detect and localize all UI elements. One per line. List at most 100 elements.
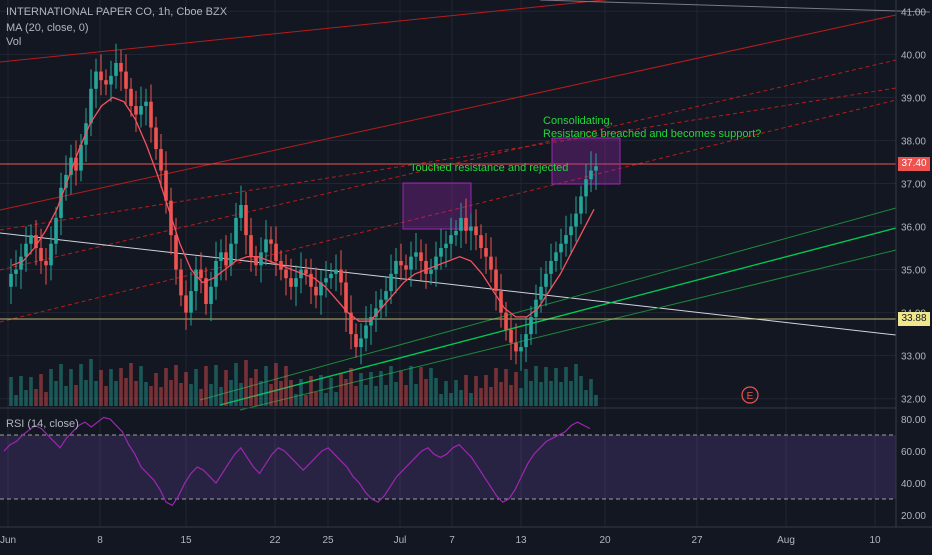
- candle-body: [394, 260, 398, 274]
- volume-bar: [234, 363, 238, 406]
- time-tick-label: 15: [180, 535, 192, 546]
- candle-body: [24, 243, 28, 257]
- candle-body: [189, 291, 193, 313]
- volume-bar: [574, 364, 578, 406]
- candle-body: [59, 187, 63, 218]
- volume-bar: [399, 371, 403, 406]
- volume-bar: [494, 368, 498, 406]
- candle-body: [224, 252, 228, 266]
- volume-bar: [559, 382, 563, 406]
- candle-body: [409, 256, 413, 270]
- candle-body: [509, 329, 513, 343]
- volume-bar: [34, 389, 38, 406]
- volume-bar: [579, 376, 583, 406]
- volume-bar: [384, 385, 388, 406]
- volume-bar: [464, 375, 468, 406]
- volume-bar: [194, 369, 198, 406]
- earnings-marker-label: E: [747, 391, 754, 402]
- volume-bar: [154, 373, 158, 406]
- candle-body: [504, 312, 508, 330]
- symbol-legend[interactable]: INTERNATIONAL PAPER CO, 1h, Cboe BZX: [6, 6, 228, 18]
- rsi-line: [3, 416, 591, 507]
- volume-bar: [64, 386, 68, 406]
- volume-bar: [374, 386, 378, 406]
- support-price-tag: 33.88: [898, 312, 930, 326]
- volume-bar: [224, 370, 228, 406]
- time-tick-label: 10: [869, 535, 881, 546]
- candle-body: [439, 248, 443, 257]
- candle-body: [14, 269, 18, 274]
- candle-body: [164, 170, 168, 201]
- volume-bar: [454, 380, 458, 406]
- trend-line: [0, 59, 897, 271]
- candle-body: [74, 157, 78, 171]
- candle-body: [424, 260, 428, 274]
- volume-bar: [334, 392, 338, 406]
- trend-line: [0, 14, 897, 211]
- volume-bar: [309, 376, 313, 406]
- candle-body: [374, 308, 378, 317]
- volume-bar: [314, 392, 318, 406]
- volume-bar: [69, 369, 73, 406]
- volume-bar: [199, 389, 203, 406]
- volume-bar: [389, 366, 393, 406]
- candle-body: [524, 334, 528, 348]
- price-tick-label: 35.00: [901, 266, 926, 277]
- candle-body: [129, 88, 133, 106]
- time-tick-label: 25: [322, 535, 334, 546]
- volume-bar: [519, 388, 523, 406]
- volume-bar: [239, 383, 243, 406]
- candle-body: [184, 295, 188, 313]
- candle-body: [134, 106, 138, 115]
- candle-body: [329, 273, 333, 279]
- volume-bar: [344, 379, 348, 406]
- earnings-marker[interactable]: E: [741, 386, 759, 404]
- price-tick-label: 39.00: [901, 93, 926, 104]
- volume-bar: [219, 387, 223, 406]
- volume-bar: [319, 375, 323, 406]
- volume-bar: [74, 385, 78, 406]
- candle-body: [474, 226, 478, 236]
- volume-bar: [504, 369, 508, 406]
- volume-bar: [269, 384, 273, 406]
- volume-bar: [554, 368, 558, 406]
- candle-body: [159, 149, 163, 171]
- candle-body: [254, 256, 258, 266]
- candle-body: [219, 252, 223, 261]
- candle-body: [384, 291, 388, 300]
- candle-body: [319, 282, 323, 296]
- trend-line: [239, 249, 897, 411]
- volume-bar: [189, 384, 193, 406]
- candle-body: [349, 312, 353, 335]
- volume-bar: [589, 379, 593, 406]
- candle-body: [459, 217, 463, 231]
- volume-bar: [89, 359, 93, 406]
- volume-bar: [79, 364, 83, 406]
- candle-body: [339, 269, 343, 283]
- candle-body: [479, 235, 483, 249]
- candle-body: [489, 256, 493, 270]
- candle-body: [534, 299, 538, 317]
- volume-bar: [459, 390, 463, 406]
- time-tick-label: 8: [97, 535, 103, 546]
- candle-body: [109, 75, 113, 85]
- volume-bar: [499, 382, 503, 406]
- rsi-legend[interactable]: RSI (14, close): [6, 418, 79, 430]
- candle-body: [494, 269, 498, 292]
- volume-legend[interactable]: Vol: [6, 36, 22, 48]
- rsi-tick-label: 40.00: [901, 479, 926, 490]
- ma-legend[interactable]: MA (20, close, 0): [6, 22, 89, 34]
- volume-bar: [19, 376, 23, 406]
- volume-bar: [329, 378, 333, 406]
- price-tick-label: 32.00: [901, 395, 926, 406]
- candle-body: [259, 252, 263, 266]
- volume-bar: [484, 375, 488, 406]
- trend-line: [0, 232, 897, 336]
- annotation-resistance-breached: Resistance breached and becomes support?: [543, 128, 762, 140]
- candle-body: [294, 278, 298, 287]
- volume-bar: [424, 379, 428, 406]
- volume-bar: [99, 370, 103, 406]
- volume-bar: [184, 372, 188, 406]
